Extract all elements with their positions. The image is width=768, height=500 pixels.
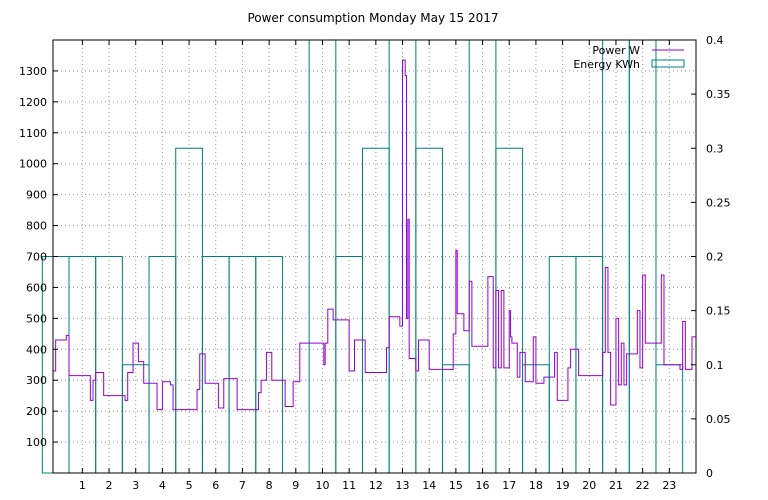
y-right-tick-label: 0.15 bbox=[706, 305, 731, 318]
y-left-tick-label: 700 bbox=[26, 251, 47, 264]
y-left-tick-label: 800 bbox=[26, 220, 47, 233]
x-tick-label: 1 bbox=[79, 479, 86, 492]
y-right-tick-label: 0.2 bbox=[706, 251, 724, 264]
y-left-tick-label: 1100 bbox=[19, 127, 47, 140]
x-tick-label: 3 bbox=[132, 479, 139, 492]
x-tick-label: 7 bbox=[239, 479, 246, 492]
y-right-tick-label: 0.05 bbox=[706, 413, 731, 426]
x-tick-label: 9 bbox=[292, 479, 299, 492]
legend: Power W Energy KWh bbox=[573, 44, 685, 71]
x-tick-label: 15 bbox=[449, 479, 463, 492]
y-left-tick-label: 400 bbox=[26, 343, 47, 356]
y-right-tick-label: 0 bbox=[706, 467, 713, 480]
y-left-tick-label: 1000 bbox=[19, 158, 47, 171]
x-tick-label: 4 bbox=[159, 479, 166, 492]
x-tick-label: 17 bbox=[502, 479, 516, 492]
x-tick-label: 13 bbox=[396, 479, 410, 492]
y-left-tick-label: 600 bbox=[26, 281, 47, 294]
y-left-tick-label: 100 bbox=[26, 436, 47, 449]
x-tick-label: 6 bbox=[212, 479, 219, 492]
x-tick-label: 23 bbox=[662, 479, 676, 492]
legend-label-energy: Energy KWh bbox=[573, 58, 640, 71]
y-left-tick-label: 1200 bbox=[19, 96, 47, 109]
x-tick-label: 11 bbox=[342, 479, 356, 492]
x-tick-label: 10 bbox=[315, 479, 329, 492]
legend-swatch-energy bbox=[651, 59, 685, 68]
x-tick-label: 12 bbox=[369, 479, 383, 492]
x-tick-label: 20 bbox=[582, 479, 596, 492]
x-tick-label: 14 bbox=[422, 479, 436, 492]
y-left-tick-label: 900 bbox=[26, 189, 47, 202]
y-left-tick-label: 200 bbox=[26, 405, 47, 418]
x-tick-label: 18 bbox=[529, 479, 543, 492]
y-right-tick-label: 0.4 bbox=[706, 34, 724, 47]
y-right-tick-label: 0.35 bbox=[706, 88, 731, 101]
x-tick-label: 8 bbox=[266, 479, 273, 492]
x-tick-label: 22 bbox=[636, 479, 650, 492]
y-left-tick-label: 500 bbox=[26, 312, 47, 325]
y-right-tick-label: 0.25 bbox=[706, 196, 731, 209]
axis-ticks: 1 2 3 4 5 6 7 8 9 10 11 12 13 14 15 16 17 18 19 20 21 22 23100… bbox=[19, 34, 731, 492]
power-series bbox=[53, 59, 696, 411]
legend-label-power: Power W bbox=[592, 44, 640, 57]
x-tick-label: 16 bbox=[476, 479, 490, 492]
y-right-tick-label: 0.1 bbox=[706, 359, 724, 372]
x-tick-label: 5 bbox=[186, 479, 193, 492]
y-left-tick-label: 1300 bbox=[19, 65, 47, 78]
x-tick-label: 21 bbox=[609, 479, 623, 492]
y-right-tick-label: 0.3 bbox=[706, 142, 724, 155]
y-left-tick-label: 300 bbox=[26, 374, 47, 387]
power-line bbox=[53, 59, 696, 411]
energy-series bbox=[41, 39, 684, 474]
chart-title: Power consumption Monday May 15 2017 bbox=[247, 11, 498, 25]
x-tick-label: 2 bbox=[106, 479, 113, 492]
x-tick-label: 19 bbox=[556, 479, 570, 492]
